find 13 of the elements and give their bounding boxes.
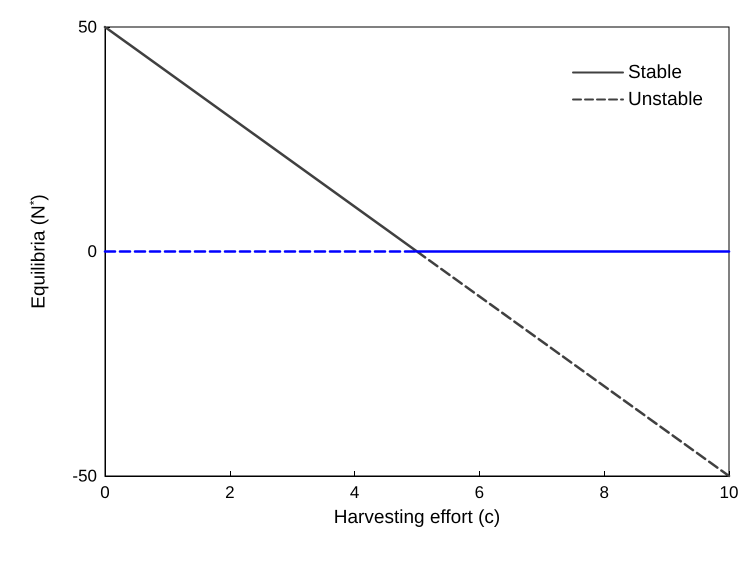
y-tick-label: 50 [78,18,97,36]
y-tick-label: -50 [72,466,97,486]
x-tick-label: 6 [474,483,484,502]
x-tick-label: 0 [100,483,110,502]
y-axis-title: Equilibria (N*) [27,194,50,309]
x-tick-label: 4 [350,483,360,502]
x-tick-label: 2 [225,483,235,502]
y-tick-label: 0 [88,242,97,261]
x-tick-label: 10 [720,483,738,502]
x-tick-label: 8 [599,483,609,502]
x-axis-title: Harvesting effort (c) [334,507,500,528]
legend-label: Unstable [628,89,704,110]
legend-label: Stable [628,62,682,83]
